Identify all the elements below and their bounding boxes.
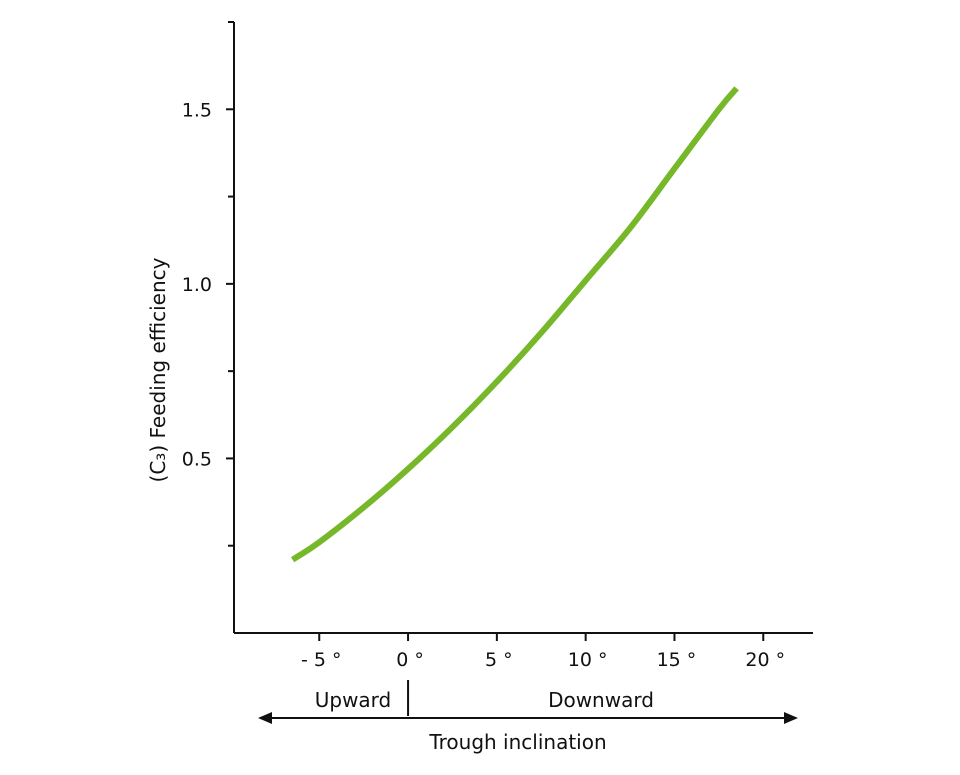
arrow-head-right [784,712,798,724]
x-tick-label: 5 ° [485,649,513,671]
x-tick-label: 0 ° [396,649,424,671]
downward-label: Downward [548,688,654,712]
x-tick-label: 20 ° [745,649,785,671]
arrow-head-left [258,712,272,724]
direction-labels: Upward Downward Trough inclination [258,680,798,754]
x-tick-label: 15 ° [657,649,697,671]
axes [233,22,813,634]
x-tick-label: - 5 ° [301,649,342,671]
y-axis-title: (C₃) Feeding efficiency [146,257,170,482]
y-tick-label: 1.0 [182,274,212,296]
x-tick-label: 10 ° [568,649,608,671]
x-ticks: - 5 ° 0 ° 5 ° 10 ° 15 ° 20 ° [301,633,785,671]
y-tick-label: 0.5 [182,448,212,470]
y-ticks: 0.5 1.0 1.5 [182,21,234,547]
upward-label: Upward [315,688,392,712]
series-line [290,86,739,563]
y-tick-label: 1.5 [182,99,212,121]
x-axis-title: Trough inclination [428,730,606,754]
